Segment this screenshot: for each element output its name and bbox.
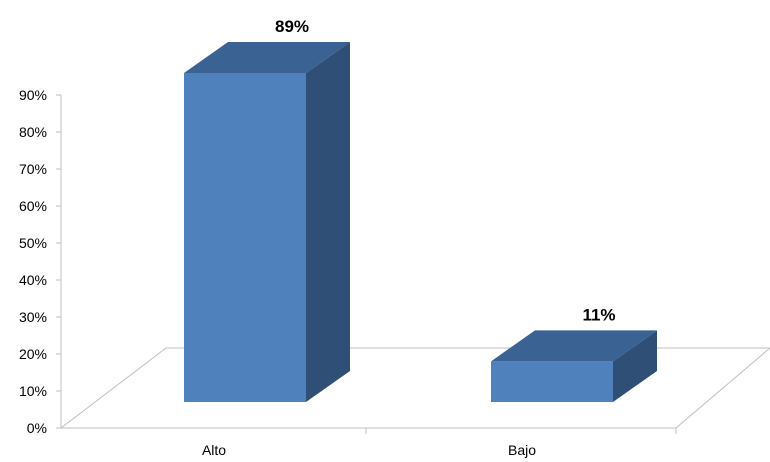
y-tick-label: 10% (19, 383, 47, 399)
bar-side-face (613, 330, 657, 402)
data-label: 89% (275, 17, 309, 36)
y-tick-label: 30% (19, 309, 47, 325)
bars (184, 42, 657, 402)
y-tick-label: 0% (27, 420, 47, 436)
y-axis: 0% 10% 20% 30% 40% 50% 60% 70% 80% 90% (19, 87, 677, 436)
y-tick-label: 60% (19, 198, 47, 214)
y-tick-label: 90% (19, 87, 47, 103)
y-tick-label: 50% (19, 235, 47, 251)
y-tick-label: 20% (19, 346, 47, 362)
bar-side-face (306, 42, 350, 402)
bar-front-face (491, 361, 613, 402)
category-label: Alto (202, 442, 226, 458)
y-tick-label: 40% (19, 272, 47, 288)
bar-top-face (184, 42, 350, 73)
chart-floor (59, 347, 770, 429)
y-tick-label: 80% (19, 124, 47, 140)
data-label: 11% (582, 305, 615, 324)
bar-bajo (491, 330, 657, 402)
bar-alto (184, 42, 350, 402)
category-label: Bajo (508, 442, 536, 458)
bar-front-face (184, 73, 306, 402)
labels: 89% Alto 11% Bajo (202, 17, 616, 458)
bar-top-face (491, 330, 657, 362)
floor-plane (59, 347, 770, 429)
y-tick-label: 70% (19, 161, 47, 177)
